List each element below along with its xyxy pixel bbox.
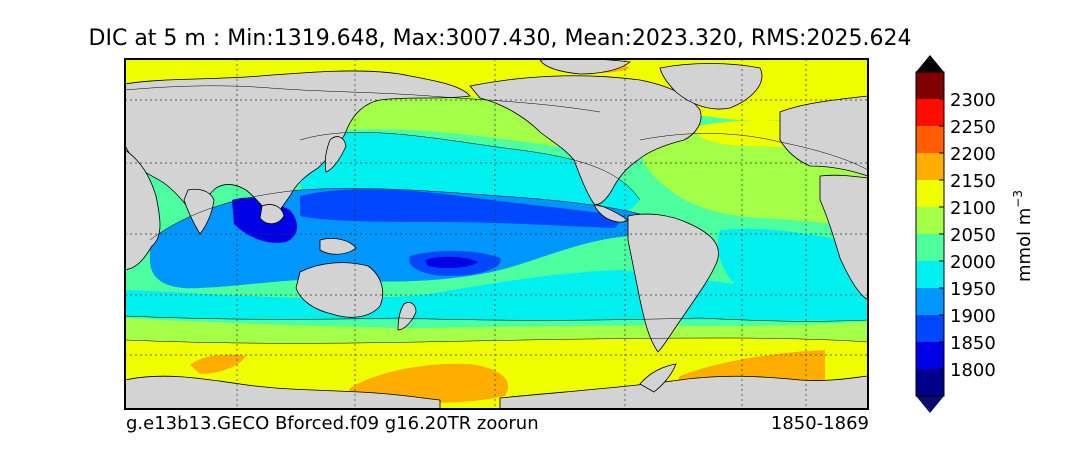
land-new-zealand xyxy=(397,302,417,331)
map-frame xyxy=(124,58,869,410)
colorbar-tick-label: 2000 xyxy=(950,252,996,273)
land-eurasia xyxy=(125,70,471,215)
colorbar-band xyxy=(916,288,944,315)
land-africa xyxy=(125,149,161,271)
land-masses xyxy=(125,59,868,409)
land-borneo xyxy=(259,204,285,225)
colorbar-band xyxy=(916,99,944,126)
contour-warm-pool-1900 xyxy=(300,189,625,228)
land-new-guinea xyxy=(319,238,357,255)
land-antarctic-peninsula xyxy=(639,363,677,393)
colorbar-tick-label: 1950 xyxy=(950,279,996,300)
unit-exponent: −3 xyxy=(1011,190,1025,208)
colorbar-tick-label: 2100 xyxy=(950,198,996,219)
colorbar-tick-label: 1800 xyxy=(950,360,996,381)
contour-south-pacific-1850 xyxy=(425,256,478,269)
colorbar-band xyxy=(916,72,944,99)
colorbar-over-arrow xyxy=(916,55,944,72)
colorbar-band xyxy=(916,315,944,342)
colorbar-tick-label: 1850 xyxy=(950,333,996,354)
graticule xyxy=(125,59,868,409)
colorbar-band xyxy=(916,153,944,180)
unit-text: mmol m xyxy=(1014,208,1035,282)
contour-lines xyxy=(125,85,868,344)
land-antarctica-west xyxy=(125,375,441,409)
land-antarctica-east xyxy=(499,375,868,409)
colorbar-band xyxy=(916,342,944,369)
contour-antarctic-orange-2 xyxy=(349,363,509,404)
land-greenland xyxy=(659,63,763,110)
colorbar-tick-label: 1900 xyxy=(950,306,996,327)
colorbar-unit-label: mmol m−3 xyxy=(1011,190,1035,282)
colorbar-band xyxy=(916,369,944,396)
contour-south-atlantic-2000 xyxy=(717,228,868,300)
colorbar-band xyxy=(916,234,944,261)
land-south-america xyxy=(627,213,719,353)
colorbar-band xyxy=(916,180,944,207)
colorbar-tick-label: 2050 xyxy=(950,225,996,246)
land-india xyxy=(183,188,215,235)
land-australia xyxy=(295,262,384,318)
land-west-africa xyxy=(819,174,868,301)
year-range: 1850-1869 xyxy=(770,413,869,434)
colorbar-under-arrow xyxy=(916,396,944,413)
colorbar-tick-label: 2250 xyxy=(950,117,996,138)
land-europe xyxy=(779,95,868,177)
land-arctic-islands xyxy=(539,59,631,75)
run-name: g.e13b13.GECO Bforced.f09 g16.20TR zooru… xyxy=(126,413,539,434)
colorbar-tick-label: 2300 xyxy=(950,90,996,111)
contour-antarctic-orange-1 xyxy=(190,354,246,374)
land-central-america xyxy=(593,203,629,223)
colorbar-band xyxy=(916,261,944,288)
colorbar-band xyxy=(916,126,944,153)
map-title: DIC at 5 m : Min:1319.648, Max:3007.430,… xyxy=(88,26,912,51)
colorbar-tick-label: 2200 xyxy=(950,144,996,165)
colorbar-tick-label: 2150 xyxy=(950,171,996,192)
land-north-america xyxy=(469,75,702,205)
colorbar-band xyxy=(916,207,944,234)
